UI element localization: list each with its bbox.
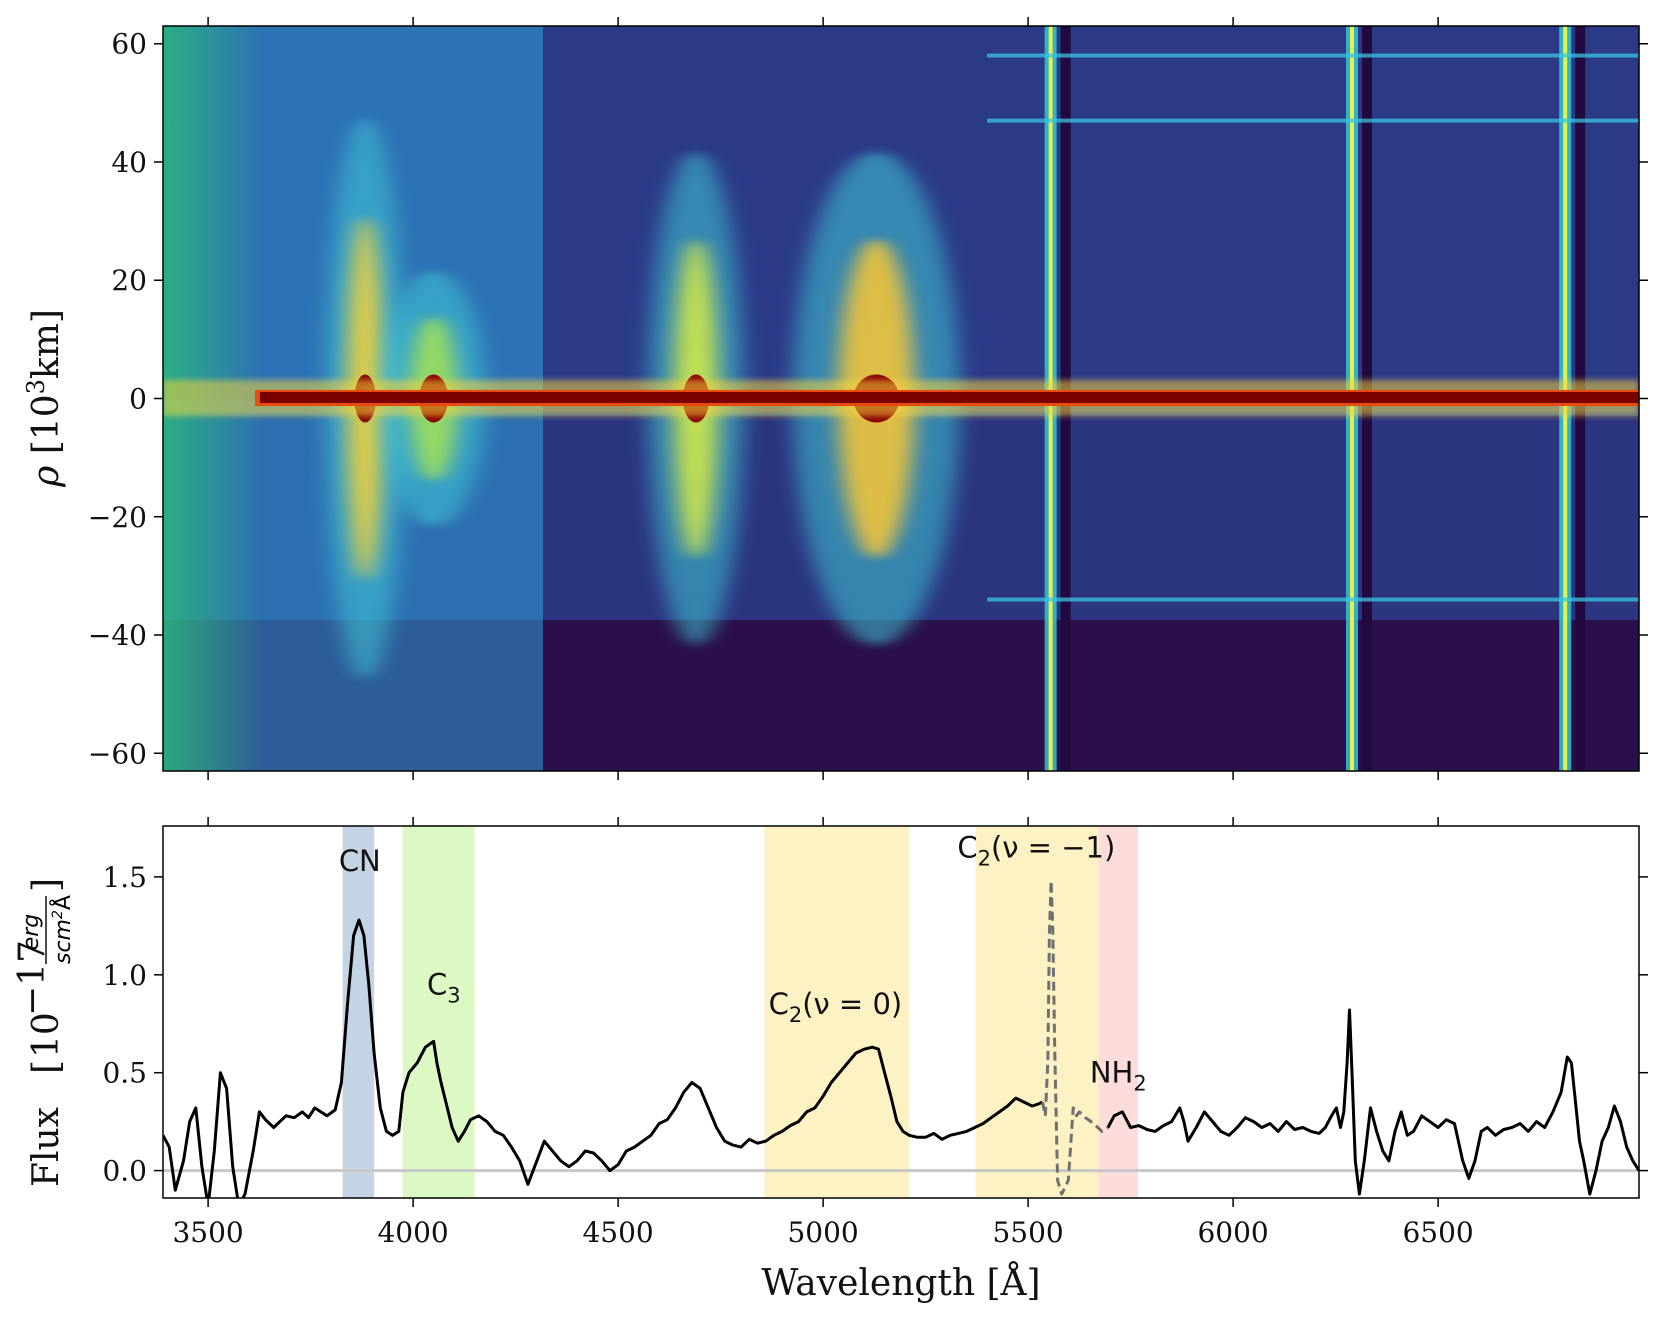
x-tick-label: 4000 [377, 1216, 448, 1249]
x-tick-label: 3500 [172, 1216, 243, 1249]
x-tick-label: 4500 [582, 1216, 653, 1249]
ylabel-exponent: −17 [12, 940, 53, 1016]
band-label-tail: (ν = 0) [802, 987, 902, 1021]
y-tick-label: 0 [129, 383, 147, 416]
x-tick-label: 5500 [992, 1216, 1063, 1249]
y-tick-label: −40 [88, 619, 147, 652]
y-tick-label: −60 [88, 737, 147, 770]
band-regions [342, 826, 1138, 1198]
band-label: C3 [427, 967, 461, 1007]
ylabel-unit-tail: km] [26, 309, 67, 379]
band-label-base: C [957, 830, 977, 864]
band-label-base: C [769, 987, 789, 1021]
band-label-base: C [427, 967, 447, 1001]
band-label-sub: 2 [978, 846, 991, 870]
heatmap-core [260, 392, 1639, 403]
spectrum-ylabel: Flux [ 10 −17 erg scm2Å ] [12, 878, 76, 1187]
y-tick-label: 1.5 [102, 861, 147, 894]
ylabel-unit-base: [10 [26, 394, 67, 454]
ylabel-flux: Flux [26, 1107, 67, 1187]
horizontal-streak [987, 53, 1639, 58]
horizontal-streak [987, 597, 1639, 602]
ylabel-den-exp: 2 [50, 910, 66, 919]
spectrum-line-masked [1041, 879, 1109, 1196]
ylabel-factor: 10 [26, 1012, 67, 1058]
x-tick-label: 6000 [1197, 1216, 1268, 1249]
x-tick-label: 6500 [1402, 1216, 1473, 1249]
spectrum-y-axis: 0.0 0.5 1.0 1.5 [102, 861, 1648, 1188]
ylabel-bracket-open: [ [26, 1060, 67, 1074]
band-label: C2(ν = 0) [769, 987, 903, 1027]
band-label-sub: 2 [789, 1003, 802, 1027]
spectrum-line [163, 918, 1044, 1198]
band-region [402, 826, 475, 1198]
horizontal-streak [987, 118, 1639, 123]
y-tick-label: 40 [111, 146, 147, 179]
heatmap-ylabel: ρ [103km] [22, 309, 67, 488]
band-region [975, 826, 1099, 1198]
heatmap-panel: 60 40 20 0 −20 −40 −60 ρ [103km] [22, 17, 1648, 780]
y-tick-label: −20 [88, 501, 147, 534]
y-tick-label: 60 [111, 28, 147, 61]
y-tick-label: 0.0 [102, 1155, 147, 1188]
band-label-base: CN [339, 844, 381, 878]
band-label-sub: 3 [447, 983, 460, 1007]
top-x-axis [207, 17, 1439, 780]
band-label: C2(ν = −1) [957, 830, 1115, 870]
spectrum-series [163, 879, 1639, 1198]
ylabel-den-tail: Å [49, 895, 76, 910]
ylabel-unit-exp: 3 [22, 379, 50, 394]
x-tick-label: 5000 [787, 1216, 858, 1249]
spectrum-line [1106, 1008, 1639, 1196]
ylabel-symbol: ρ [26, 466, 67, 488]
band-label-sub: 2 [1133, 1071, 1146, 1095]
top-y-axis: 60 40 20 0 −20 −40 −60 [88, 28, 1648, 770]
spectrum-xlabel: Wavelength [Å] [761, 1262, 1040, 1304]
band-region [764, 826, 910, 1198]
spectrum-x-axis: 3500 4000 4500 5000 5500 6000 6500 [172, 817, 1474, 1249]
band-label: NH2 [1090, 1055, 1147, 1095]
spectrum-panel: 0.0 0.5 1.0 1.5 3500 4000 4500 5000 5500 6000 650… [12, 817, 1648, 1304]
ylabel-den-base: scm [51, 919, 76, 964]
y-tick-label: 20 [111, 264, 147, 297]
ylabel-bracket-close: ] [26, 878, 67, 892]
spectrum-frame [162, 825, 1640, 1199]
y-tick-label: 0.5 [102, 1057, 147, 1090]
y-tick-label: 1.0 [102, 959, 147, 992]
ylabel-denominator: scm2Å [49, 895, 76, 964]
ylabel-numerator: erg [19, 914, 44, 951]
spectrum-plot [163, 879, 1639, 1198]
heatmap-image [163, 26, 1639, 771]
band-label-tail: (ν = −1) [991, 830, 1115, 864]
band-label: CN [339, 844, 381, 878]
band-label-base: NH [1090, 1055, 1134, 1089]
band-region [1098, 826, 1138, 1198]
